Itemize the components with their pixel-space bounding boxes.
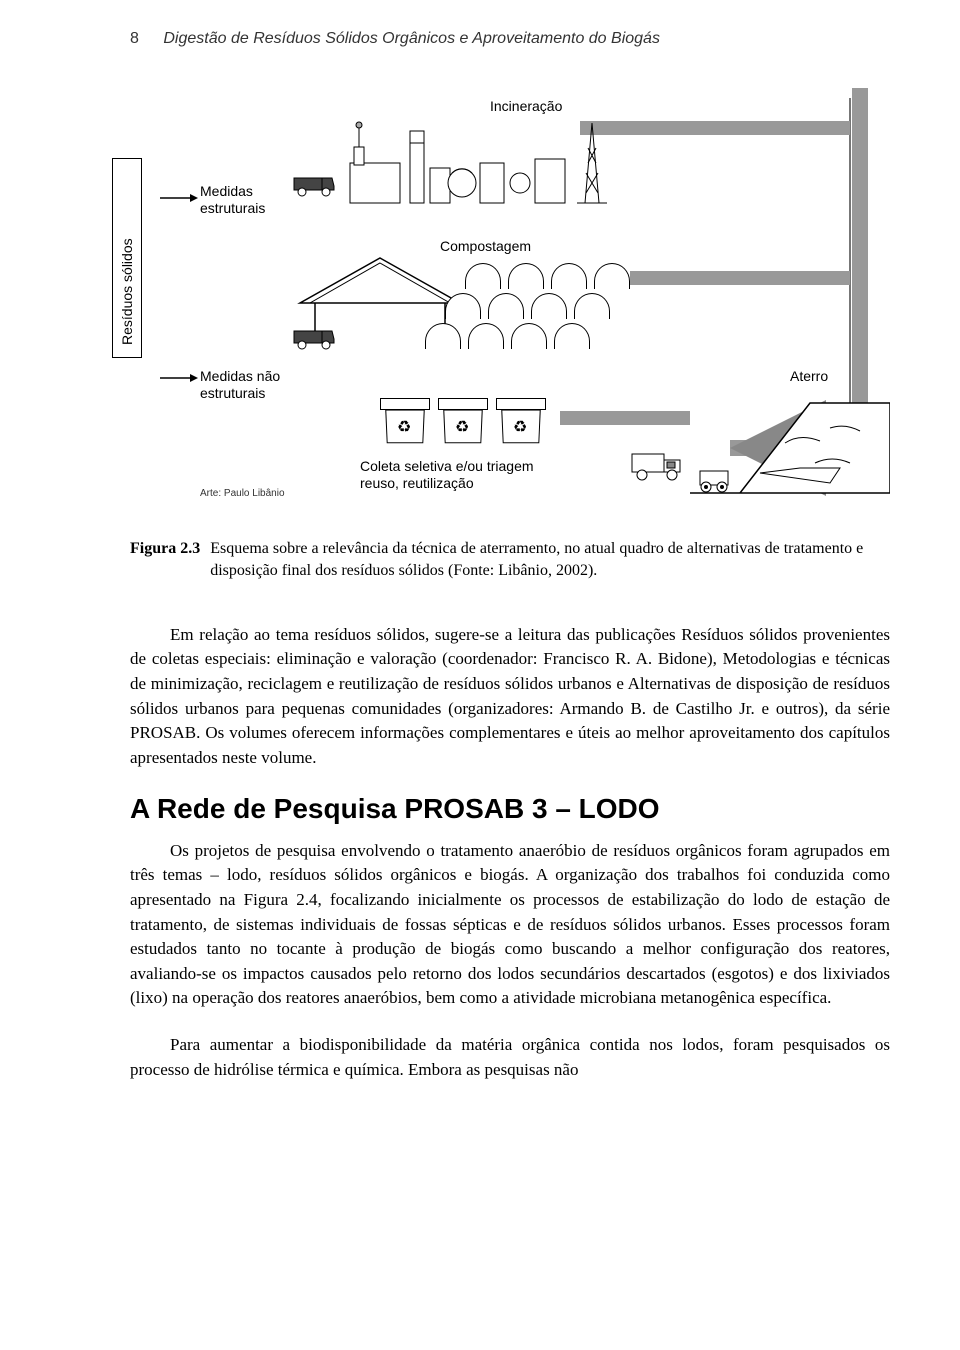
figure-caption: Figura 2.3 Esquema sobre a relevância da… <box>130 538 890 583</box>
coleta-label: Coleta seletiva e/ou triagem reuso, reut… <box>360 458 534 492</box>
recycle-bin-icon: ♻ <box>496 398 546 444</box>
page-number: 8 <box>130 30 139 47</box>
landfill-icon <box>690 373 890 503</box>
medidas-estruturais-label: Medidas estruturais <box>200 183 265 217</box>
diagram-figure: Resíduos sólidos Medidas estruturais Med… <box>130 78 890 518</box>
body-paragraph: Em relação ao tema resíduos sólidos, sug… <box>130 623 890 771</box>
figure-caption-text: Esquema sobre a relevância da técnica de… <box>210 538 890 583</box>
figure-label: Figura 2.3 <box>130 538 200 560</box>
running-header: 8 Digestão de Resíduos Sólidos Orgânicos… <box>130 30 890 48</box>
car-icon <box>290 323 340 353</box>
body-paragraph: Para aumentar a biodisponibilidade da ma… <box>130 1033 890 1082</box>
recycle-bin-icon: ♻ <box>380 398 430 444</box>
incineration-plant-icon <box>340 113 640 213</box>
car-icon <box>290 170 340 200</box>
diagram-credit: Arte: Paulo Libânio <box>200 488 285 499</box>
recycle-bin-icon: ♻ <box>438 398 488 444</box>
section-heading: A Rede de Pesquisa PROSAB 3 – LODO <box>130 793 890 825</box>
medidas-nao-estruturais-label: Medidas não estruturais <box>200 368 280 402</box>
running-title: Digestão de Resíduos Sólidos Orgânicos e… <box>163 30 660 47</box>
truck-icon <box>630 448 690 482</box>
body-paragraph: Os projetos de pesquisa envolvendo o tra… <box>130 839 890 1011</box>
